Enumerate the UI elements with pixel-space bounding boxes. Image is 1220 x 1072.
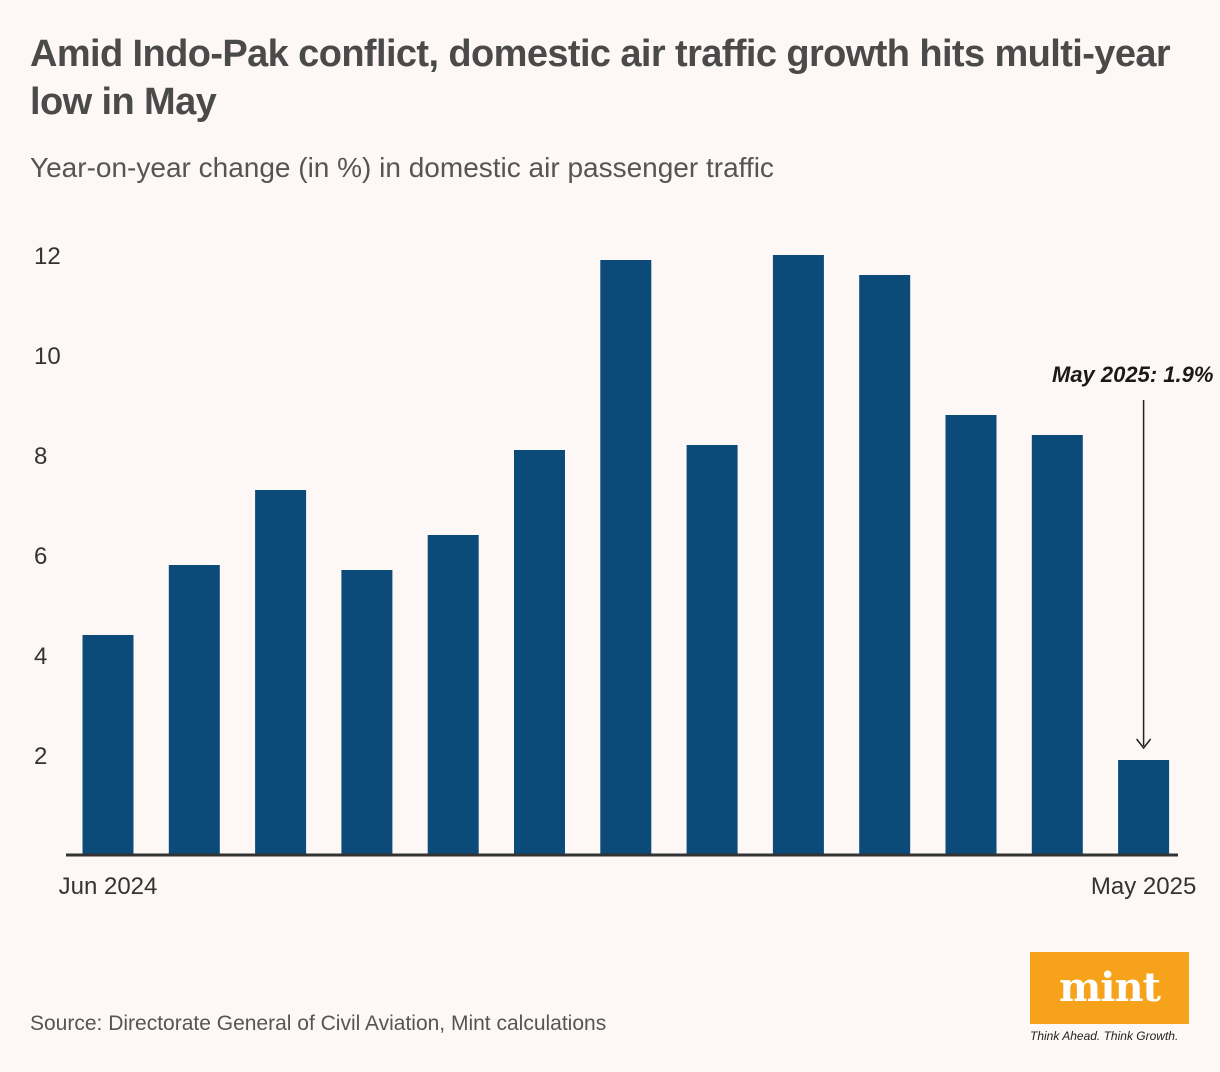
x-tick-label: May 2025 [1091, 873, 1196, 900]
bar-12 [1118, 760, 1170, 855]
mint-logo: mint [1030, 952, 1189, 1024]
y-tick-label: 12 [34, 243, 61, 270]
bar-4 [427, 535, 479, 855]
bar-8 [772, 255, 824, 855]
annotation-arrowhead [1136, 738, 1152, 750]
bar-10 [945, 415, 997, 855]
bar-6 [600, 260, 652, 855]
bar-2 [255, 490, 307, 855]
annotation-label: May 2025: 1.9% [1052, 362, 1213, 387]
chart-subtitle: Year-on-year change (in %) in domestic a… [30, 152, 774, 183]
y-tick-label: 4 [34, 643, 47, 670]
bar-9 [859, 275, 911, 855]
y-tick-label: 8 [34, 443, 47, 470]
bar-5 [514, 450, 565, 855]
x-tick-label: Jun 2024 [59, 873, 158, 900]
y-tick-label: 6 [34, 543, 47, 570]
bar-3 [341, 570, 393, 855]
source-note: Source: Directorate General of Civil Avi… [30, 1012, 607, 1035]
bar-7 [686, 445, 738, 855]
bar-1 [168, 565, 220, 855]
chart-title: Amid Indo-Pak conflict, domestic air tra… [30, 33, 1171, 123]
brand-tagline: Think Ahead. Think Growth. [1030, 1029, 1179, 1043]
y-tick-label: 10 [34, 343, 61, 370]
y-tick-label: 2 [34, 743, 47, 770]
mint-logo-text: mint [1058, 964, 1161, 1011]
bar-11 [1031, 435, 1083, 855]
bar-0 [82, 635, 134, 855]
